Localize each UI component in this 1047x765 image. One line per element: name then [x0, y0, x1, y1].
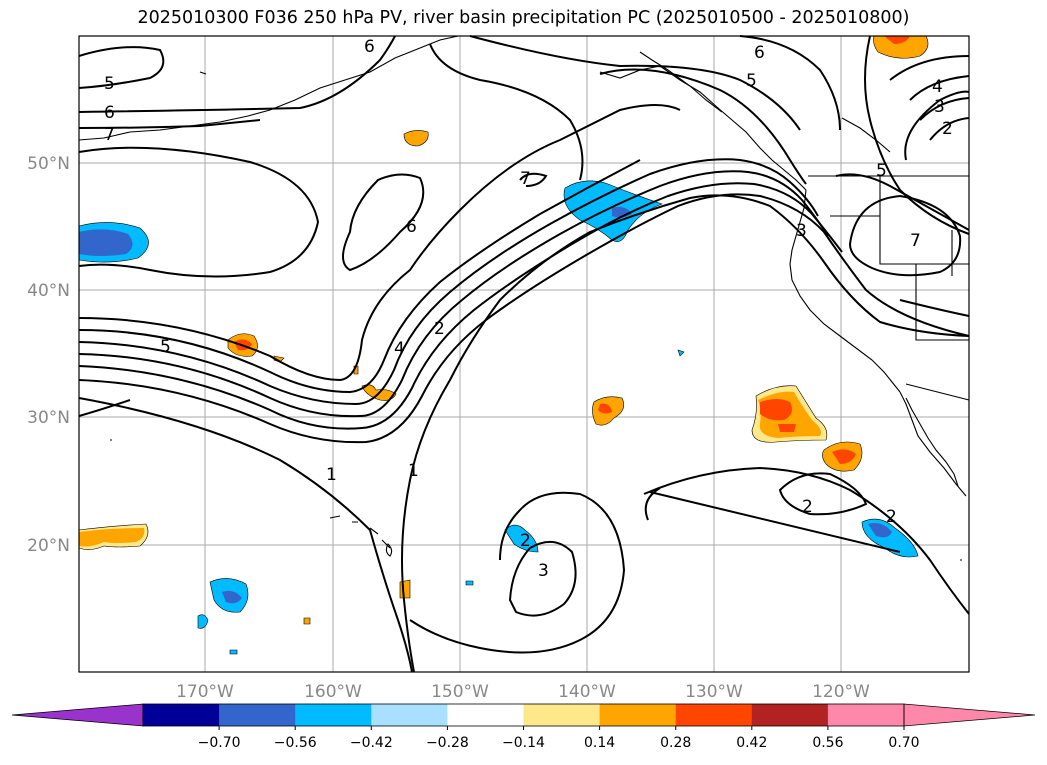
pv-label: 6 — [364, 37, 375, 57]
colorbar-over-triangle — [903, 703, 1036, 727]
pv-label: 2 — [886, 507, 897, 527]
latitude-labels: 50°N 40°N 30°N 20°N — [27, 154, 70, 556]
colorbar-tick-label: 0.56 — [812, 735, 843, 751]
colorbar: −0.70 −0.56 −0.42 −0.28 −0.14 0.14 0.28 0.42 0.5… — [11, 703, 1036, 751]
pv-label: 6 — [406, 217, 417, 237]
lon-label: 140°W — [558, 682, 616, 702]
precip-neg-blob — [465, 580, 474, 586]
colorbar-bin — [295, 704, 372, 726]
precip-neg-blob — [677, 349, 685, 357]
colorbar-tick-label: −0.14 — [502, 735, 545, 751]
colorbar-bin — [751, 704, 829, 726]
precip-neg-blob — [229, 649, 238, 655]
pv-label: 2 — [434, 319, 445, 339]
lat-label: 50°N — [27, 154, 70, 174]
map-border — [78, 35, 970, 673]
precip-neg-blob — [504, 524, 539, 553]
pv-label: 3 — [538, 561, 549, 581]
pv-label: 2 — [942, 119, 953, 139]
pv-label: 6 — [754, 43, 765, 63]
lat-label: 20°N — [27, 536, 70, 556]
pv-label: 7 — [520, 169, 531, 189]
precip-pos-core — [760, 399, 792, 421]
lon-label: 150°W — [431, 682, 489, 702]
precip-pos-mid — [79, 528, 145, 547]
colorbar-tick-label: 0.70 — [888, 735, 919, 751]
precip-pos-core — [884, 36, 910, 44]
pv-label: 5 — [104, 74, 115, 94]
precip-pos-blob — [303, 617, 311, 625]
precip-pos-blob — [873, 35, 929, 59]
precip-pos-core — [598, 403, 612, 414]
figure-title: 2025010300 F036 250 hPa PV, river basin … — [137, 8, 910, 28]
colorbar-bin — [219, 704, 296, 726]
pv-label: 1 — [326, 465, 337, 485]
lon-label: 160°W — [304, 682, 362, 702]
precip-pos-blob — [399, 579, 411, 599]
precip-shading — [78, 35, 929, 655]
precip-pos-blob — [403, 130, 429, 147]
pv-label: 6 — [104, 103, 115, 123]
colorbar-tick-label: −0.42 — [350, 735, 393, 751]
colorbar-tick-label: −0.28 — [426, 735, 469, 751]
colorbar-tick-label: 0.28 — [660, 735, 691, 751]
longitude-labels: 170°W 160°W 150°W 140°W 130°W 120°W — [176, 682, 870, 702]
colorbar-bin — [827, 704, 905, 726]
colorbar-tick-label: −0.70 — [198, 735, 241, 751]
precip-pos-core — [832, 449, 856, 464]
pv-contour-labels: 5 6 7 6 6 5 4 3 2 5 7 6 3 7 5 4 2 1 1 2 … — [104, 37, 953, 581]
lat-label: 40°N — [27, 281, 70, 301]
pv-label: 2 — [520, 531, 531, 551]
colorbar-bin — [143, 704, 220, 726]
colorbar-bin — [675, 704, 753, 726]
pv-label: 7 — [910, 231, 921, 251]
pv-contours — [78, 35, 970, 673]
pv-label: 3 — [796, 221, 807, 241]
pv-label: 5 — [160, 337, 171, 357]
pv-label: 4 — [932, 77, 943, 97]
pv-label: 7 — [104, 125, 115, 145]
map-area — [79, 36, 969, 672]
pv-label: 5 — [876, 161, 887, 181]
colorbar-bin — [371, 704, 448, 726]
precip-pos-core — [778, 424, 796, 432]
precip-neg-core — [222, 590, 242, 604]
lon-label: 170°W — [176, 682, 234, 702]
pv-label: 4 — [394, 339, 405, 359]
pv-label: 5 — [746, 71, 757, 91]
colorbar-bin — [523, 704, 601, 726]
colorbar-tick-label: 0.14 — [584, 735, 615, 751]
precip-neg-blob — [197, 614, 209, 629]
colorbar-bin — [447, 704, 524, 726]
pv-label: 3 — [934, 97, 945, 117]
colorbar-bin — [599, 704, 677, 726]
lon-label: 120°W — [812, 682, 870, 702]
pv-label: 1 — [408, 461, 419, 481]
colorbar-tick-label: 0.42 — [736, 735, 767, 751]
colorbar-tick-label: −0.56 — [274, 735, 317, 751]
precip-neg-core — [868, 523, 892, 538]
pv-label: 2 — [802, 497, 813, 517]
lat-label: 30°N — [27, 408, 70, 428]
colorbar-under-triangle — [11, 703, 144, 727]
precip-neg-core — [79, 229, 133, 256]
lon-label: 130°W — [685, 682, 743, 702]
